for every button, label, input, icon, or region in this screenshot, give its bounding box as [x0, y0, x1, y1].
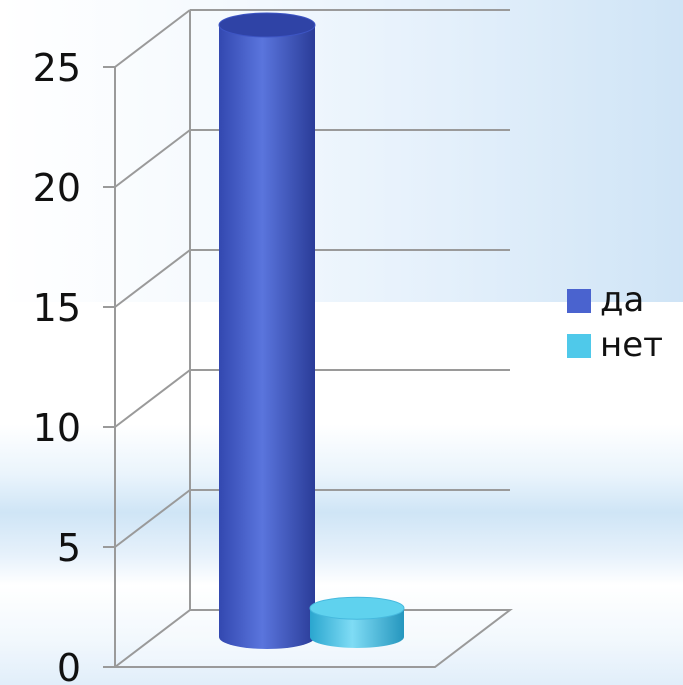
bars: [218, 12, 405, 649]
bar-da: [218, 12, 316, 649]
legend-swatch: [567, 289, 591, 313]
gridline-diagonal: [114, 489, 191, 548]
gridline-diagonal: [114, 369, 191, 428]
bar-top: [309, 596, 405, 620]
y-tick-label: 10: [33, 406, 81, 450]
y-tick-label: 0: [57, 646, 81, 685]
legend-swatch: [567, 334, 591, 358]
legend-label: нет: [600, 325, 663, 365]
y-axis-ticks: 0 5 10 15 20 25: [33, 46, 115, 685]
y-tick-label: 20: [33, 166, 81, 210]
y-tick-label: 15: [33, 286, 81, 330]
gridline-diagonal: [114, 9, 191, 68]
gridline-diagonal: [114, 129, 191, 188]
y-tick-label: 5: [57, 526, 81, 570]
y-tick-label: 25: [33, 46, 81, 90]
legend-item: да: [567, 280, 644, 320]
legend: да нет: [567, 280, 663, 365]
bar-body: [219, 25, 315, 649]
gridline-diagonal: [114, 249, 191, 308]
background-upper: [0, 0, 683, 302]
bar-top: [218, 12, 316, 38]
bar-net: [309, 596, 405, 648]
legend-item: нет: [567, 325, 663, 365]
legend-label: да: [600, 280, 644, 320]
